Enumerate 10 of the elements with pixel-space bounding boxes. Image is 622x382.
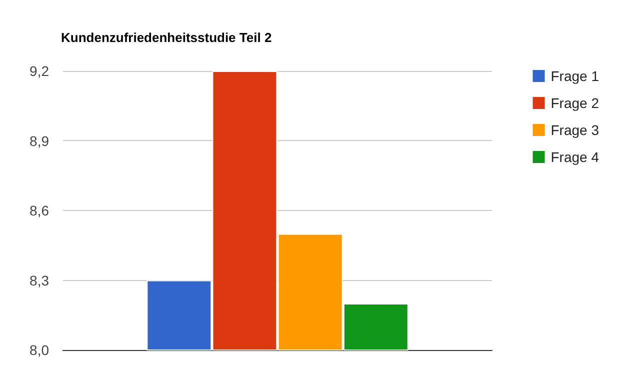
y-tick-label: 8,6 [30, 202, 50, 218]
y-tick-label: 8,3 [30, 272, 50, 288]
y-tick-label: 8,0 [30, 342, 50, 358]
legend-label: Frage 4 [550, 149, 600, 165]
legend-label: Frage 3 [550, 122, 600, 138]
chart-title: Kundenzufriedenheitsstudie Teil 2 [61, 30, 272, 45]
y-tick-label: 8,9 [30, 132, 50, 149]
legend-label: Frage 2 [550, 95, 600, 111]
y-tick-label: 9,2 [30, 63, 50, 79]
legend-label: Frage 1 [550, 68, 600, 84]
